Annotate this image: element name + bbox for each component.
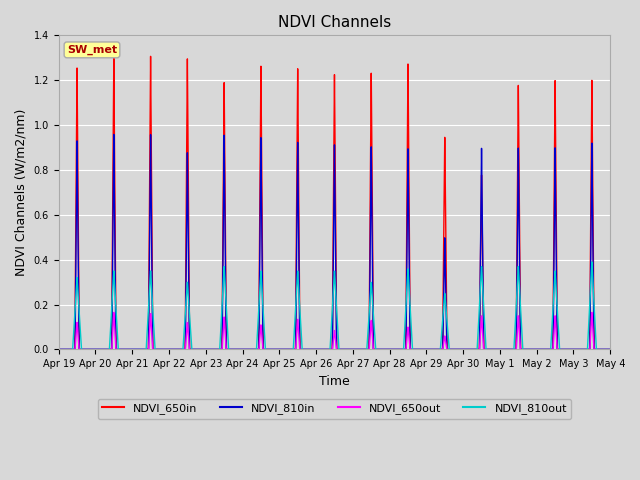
NDVI_650in (147, 53, 154, 59)
NDVI_810in (605, 347, 613, 352)
Text: SW_met: SW_met (67, 45, 117, 55)
NDVI_650out (55, 347, 63, 352)
NDVI_810in (599, 347, 607, 352)
Line: NDVI_650out: NDVI_650out (59, 312, 611, 349)
NDVI_650out (607, 347, 614, 352)
NDVI_650out (550, 343, 557, 348)
X-axis label: Time: Time (319, 375, 350, 388)
NDVI_810out (55, 347, 63, 352)
Title: NDVI Channels: NDVI Channels (278, 15, 391, 30)
NDVI_810out (588, 259, 596, 265)
NDVI_650in (55, 347, 63, 352)
NDVI_650out (599, 347, 607, 352)
NDVI_650in (407, 347, 415, 352)
Line: NDVI_810out: NDVI_810out (59, 262, 611, 349)
NDVI_810out (599, 347, 607, 352)
NDVI_650out (588, 310, 596, 315)
NDVI_650in (550, 293, 557, 299)
NDVI_810out (550, 300, 557, 306)
NDVI_810in (303, 347, 310, 352)
NDVI_810in (55, 347, 63, 352)
NDVI_810in (550, 321, 557, 327)
NDVI_650in (605, 347, 613, 352)
NDVI_810out (605, 347, 613, 352)
NDVI_810in (607, 347, 614, 352)
NDVI_650out (303, 347, 310, 352)
Line: NDVI_810in: NDVI_810in (59, 134, 611, 349)
NDVI_810out (534, 347, 542, 352)
NDVI_650in (607, 347, 614, 352)
NDVI_650in (303, 347, 310, 352)
NDVI_650out (407, 347, 415, 352)
Line: NDVI_650in: NDVI_650in (59, 56, 611, 349)
NDVI_810in (534, 347, 542, 352)
NDVI_810out (303, 347, 310, 352)
NDVI_650in (534, 347, 542, 352)
Legend: NDVI_650in, NDVI_810in, NDVI_650out, NDVI_810out: NDVI_650in, NDVI_810in, NDVI_650out, NDV… (97, 399, 572, 419)
NDVI_650in (599, 347, 607, 352)
NDVI_810in (110, 132, 118, 137)
NDVI_650out (605, 347, 613, 352)
Y-axis label: NDVI Channels (W/m2/nm): NDVI Channels (W/m2/nm) (15, 108, 28, 276)
NDVI_810out (407, 315, 415, 321)
NDVI_650out (534, 347, 542, 352)
NDVI_810in (407, 347, 415, 352)
NDVI_810out (607, 347, 614, 352)
